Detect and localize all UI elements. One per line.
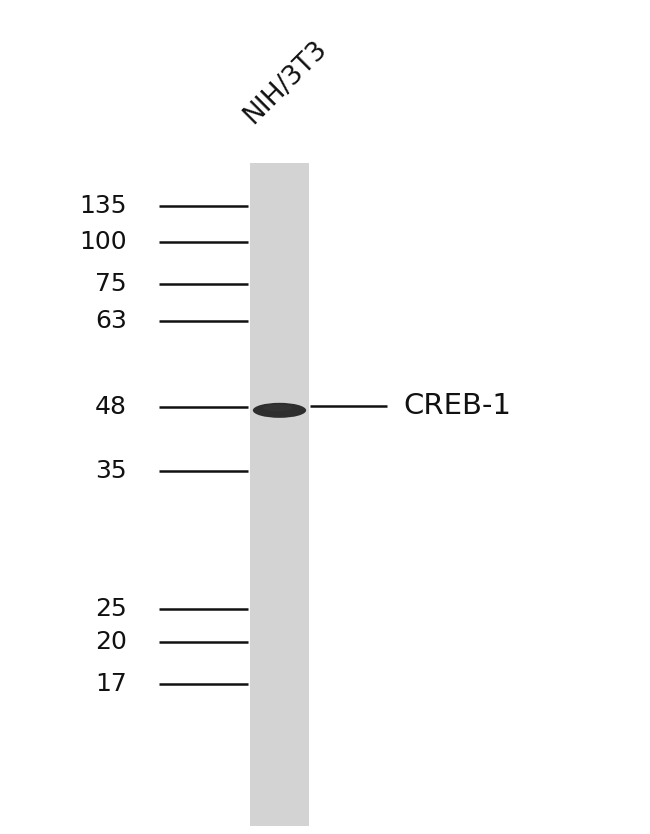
Text: CREB-1: CREB-1 (403, 392, 511, 420)
Bar (250, 163, 309, 826)
Text: 63: 63 (95, 309, 127, 333)
Text: NIH/3T3: NIH/3T3 (239, 36, 332, 129)
Text: 25: 25 (95, 597, 127, 620)
Text: 100: 100 (79, 230, 127, 254)
Text: 17: 17 (95, 672, 127, 696)
Text: 135: 135 (79, 194, 127, 218)
Ellipse shape (263, 404, 292, 411)
Text: 48: 48 (95, 395, 127, 419)
Ellipse shape (253, 403, 306, 418)
Text: 75: 75 (95, 272, 127, 295)
Text: 35: 35 (95, 460, 127, 483)
Text: 20: 20 (95, 631, 127, 654)
